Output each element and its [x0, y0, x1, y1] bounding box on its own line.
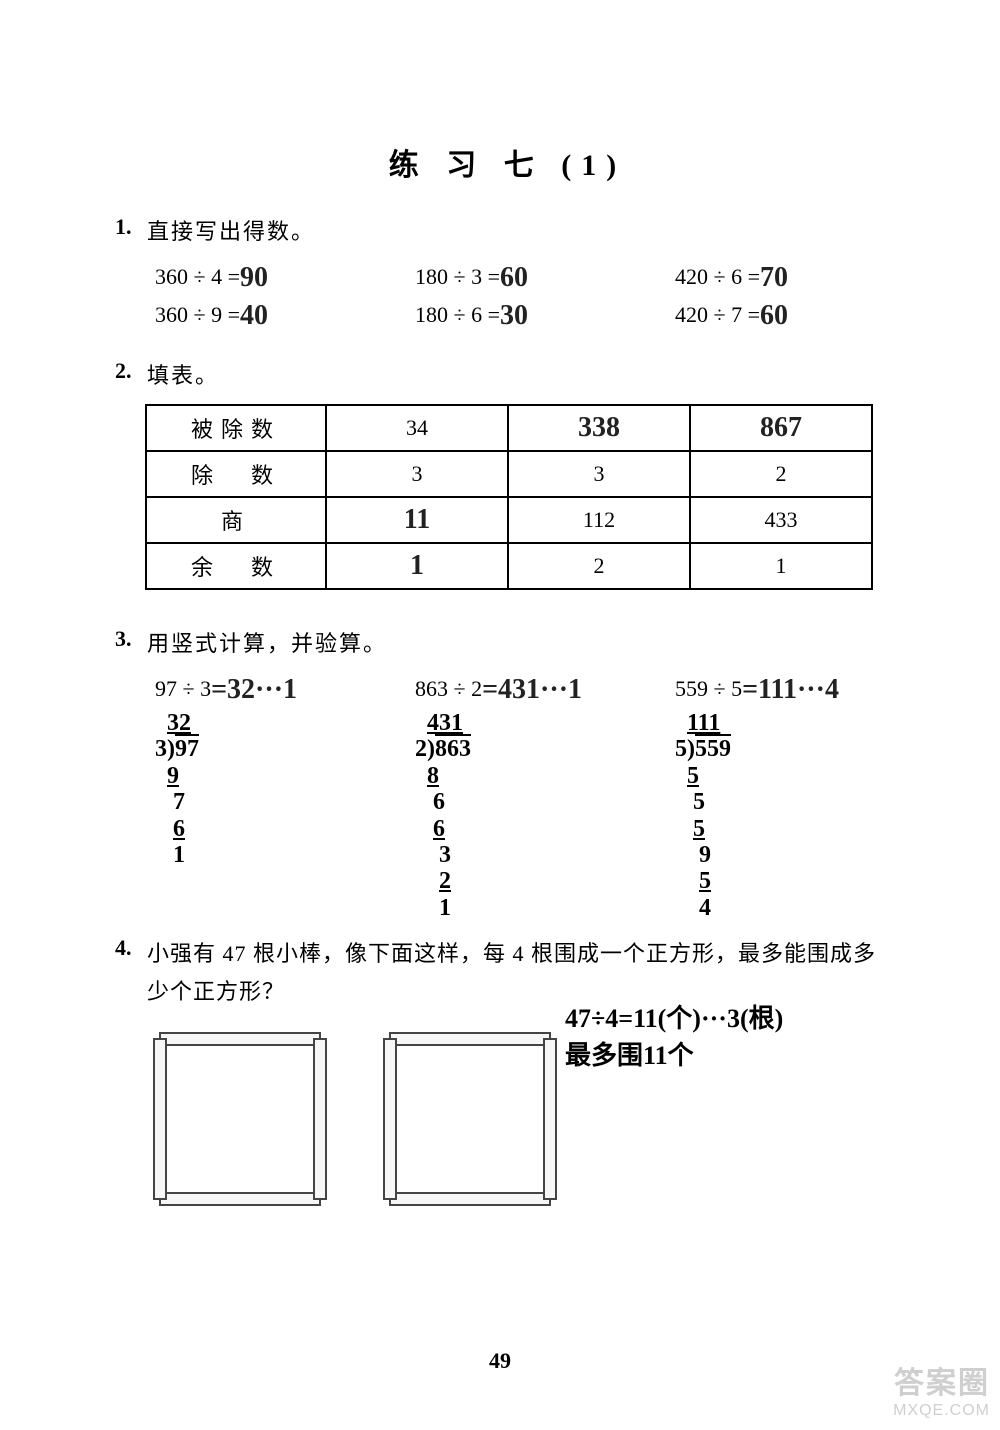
q4-figures	[155, 1034, 900, 1204]
table-row: 除 数 3 3 2	[146, 451, 872, 497]
cell: 1	[326, 543, 508, 589]
answer: 70	[760, 262, 788, 294]
q3-col-3: 559 ÷ 5=111···4 111 5)559 5 5 5 9 5 4	[675, 672, 915, 921]
cell: 433	[690, 497, 872, 543]
watermark-line: MXQE.COM	[893, 1402, 990, 1420]
row-header: 除 数	[146, 451, 326, 497]
stick	[383, 1038, 397, 1200]
table-row: 余 数 1 2 1	[146, 543, 872, 589]
cell: 2	[508, 543, 690, 589]
long-division: 431 2)863 8 6 6 3 2 1	[415, 710, 675, 921]
stick-square-icon	[155, 1034, 325, 1204]
equation: 420 ÷ 7 =60	[675, 298, 895, 330]
q2-prompt: 填表。	[147, 358, 219, 390]
stick	[159, 1192, 321, 1206]
q4-number: 4.	[115, 935, 143, 961]
expr-line: 97 ÷ 3=32···1	[155, 672, 415, 704]
stick	[543, 1038, 557, 1200]
stick	[389, 1032, 551, 1046]
q3-prompt: 用竖式计算，并验算。	[147, 626, 387, 658]
stick	[313, 1038, 327, 1200]
stick	[159, 1032, 321, 1046]
row-header: 被除数	[146, 405, 326, 451]
equation: 180 ÷ 3 =60	[415, 260, 675, 292]
q1-equations: 360 ÷ 4 =90 180 ÷ 3 =60 420 ÷ 6 =70 360 …	[155, 260, 900, 330]
q3-col-1: 97 ÷ 3=32···1 32 3)97 9 7 6 1	[155, 672, 415, 868]
row-header: 余 数	[146, 543, 326, 589]
q2: 2. 填表。	[115, 358, 900, 390]
q4: 4. 小强有 47 根小棒，像下面这样，每 4 根围成一个正方形，最多能围成多少…	[115, 935, 900, 1010]
expr: 180 ÷ 6 =	[415, 302, 500, 327]
cell: 11	[326, 497, 508, 543]
watermark-line: 答案圈	[893, 1358, 990, 1402]
cell: 112	[508, 497, 690, 543]
cell: 3	[508, 451, 690, 497]
q3-number: 3.	[115, 626, 143, 652]
expr: 360 ÷ 9 =	[155, 302, 240, 327]
answer: 30	[500, 300, 528, 332]
table-row: 被除数 34 338 867	[146, 405, 872, 451]
cell: 338	[508, 405, 690, 451]
q1: 1. 直接写出得数。	[115, 214, 900, 246]
expr: 180 ÷ 3 =	[415, 264, 500, 289]
cell: 2	[690, 451, 872, 497]
long-division: 111 5)559 5 5 5 9 5 4	[675, 710, 915, 921]
q2-table: 被除数 34 338 867 除 数 3 3 2 商 11 112 433 余 …	[145, 404, 873, 590]
equation: 360 ÷ 9 =40	[155, 298, 415, 330]
page-title: 练 习 七 (1)	[115, 140, 900, 184]
answer: 90	[240, 262, 268, 294]
cell: 867	[690, 405, 872, 451]
long-division: 32 3)97 9 7 6 1	[155, 710, 415, 868]
q3: 3. 用竖式计算，并验算。	[115, 626, 900, 658]
answer: 60	[500, 262, 528, 294]
expr-line: 863 ÷ 2=431···1	[415, 672, 675, 704]
q1-number: 1.	[115, 214, 143, 240]
q1-prompt: 直接写出得数。	[147, 214, 315, 246]
expr-line: 559 ÷ 5=111···4	[675, 672, 915, 704]
q2-number: 2.	[115, 358, 143, 384]
q4-prompt: 小强有 47 根小棒，像下面这样，每 4 根围成一个正方形，最多能围成多少个正方…	[147, 935, 887, 1010]
stick	[389, 1192, 551, 1206]
expr: 420 ÷ 6 =	[675, 264, 760, 289]
equation: 360 ÷ 4 =90	[155, 260, 415, 292]
row-header: 商	[146, 497, 326, 543]
cell: 34	[326, 405, 508, 451]
answer: 60	[760, 300, 788, 332]
q3-work-area: 97 ÷ 3=32···1 32 3)97 9 7 6 1 863 ÷ 2=43…	[155, 672, 900, 921]
cell: 1	[690, 543, 872, 589]
stick	[153, 1038, 167, 1200]
cell: 3	[326, 451, 508, 497]
equation: 420 ÷ 6 =70	[675, 260, 895, 292]
worksheet-page: 练 习 七 (1) 1. 直接写出得数。 360 ÷ 4 =90 180 ÷ 3…	[0, 0, 1000, 1264]
expr: 360 ÷ 4 =	[155, 264, 240, 289]
equation: 180 ÷ 6 =30	[415, 298, 675, 330]
page-number: 49	[0, 1348, 1000, 1374]
expr: 420 ÷ 7 =	[675, 302, 760, 327]
q3-col-2: 863 ÷ 2=431···1 431 2)863 8 6 6 3 2 1	[415, 672, 675, 921]
watermark: 答案圈 MXQE.COM	[893, 1358, 990, 1420]
stick-square-icon	[385, 1034, 555, 1204]
table-row: 商 11 112 433	[146, 497, 872, 543]
q4-work: 47÷4=11(个)···3(根) 最多围11个	[565, 1001, 783, 1074]
work-line: 47÷4=11(个)···3(根)	[565, 1001, 783, 1037]
work-line: 最多围11个	[565, 1038, 783, 1074]
answer: 40	[240, 300, 268, 332]
